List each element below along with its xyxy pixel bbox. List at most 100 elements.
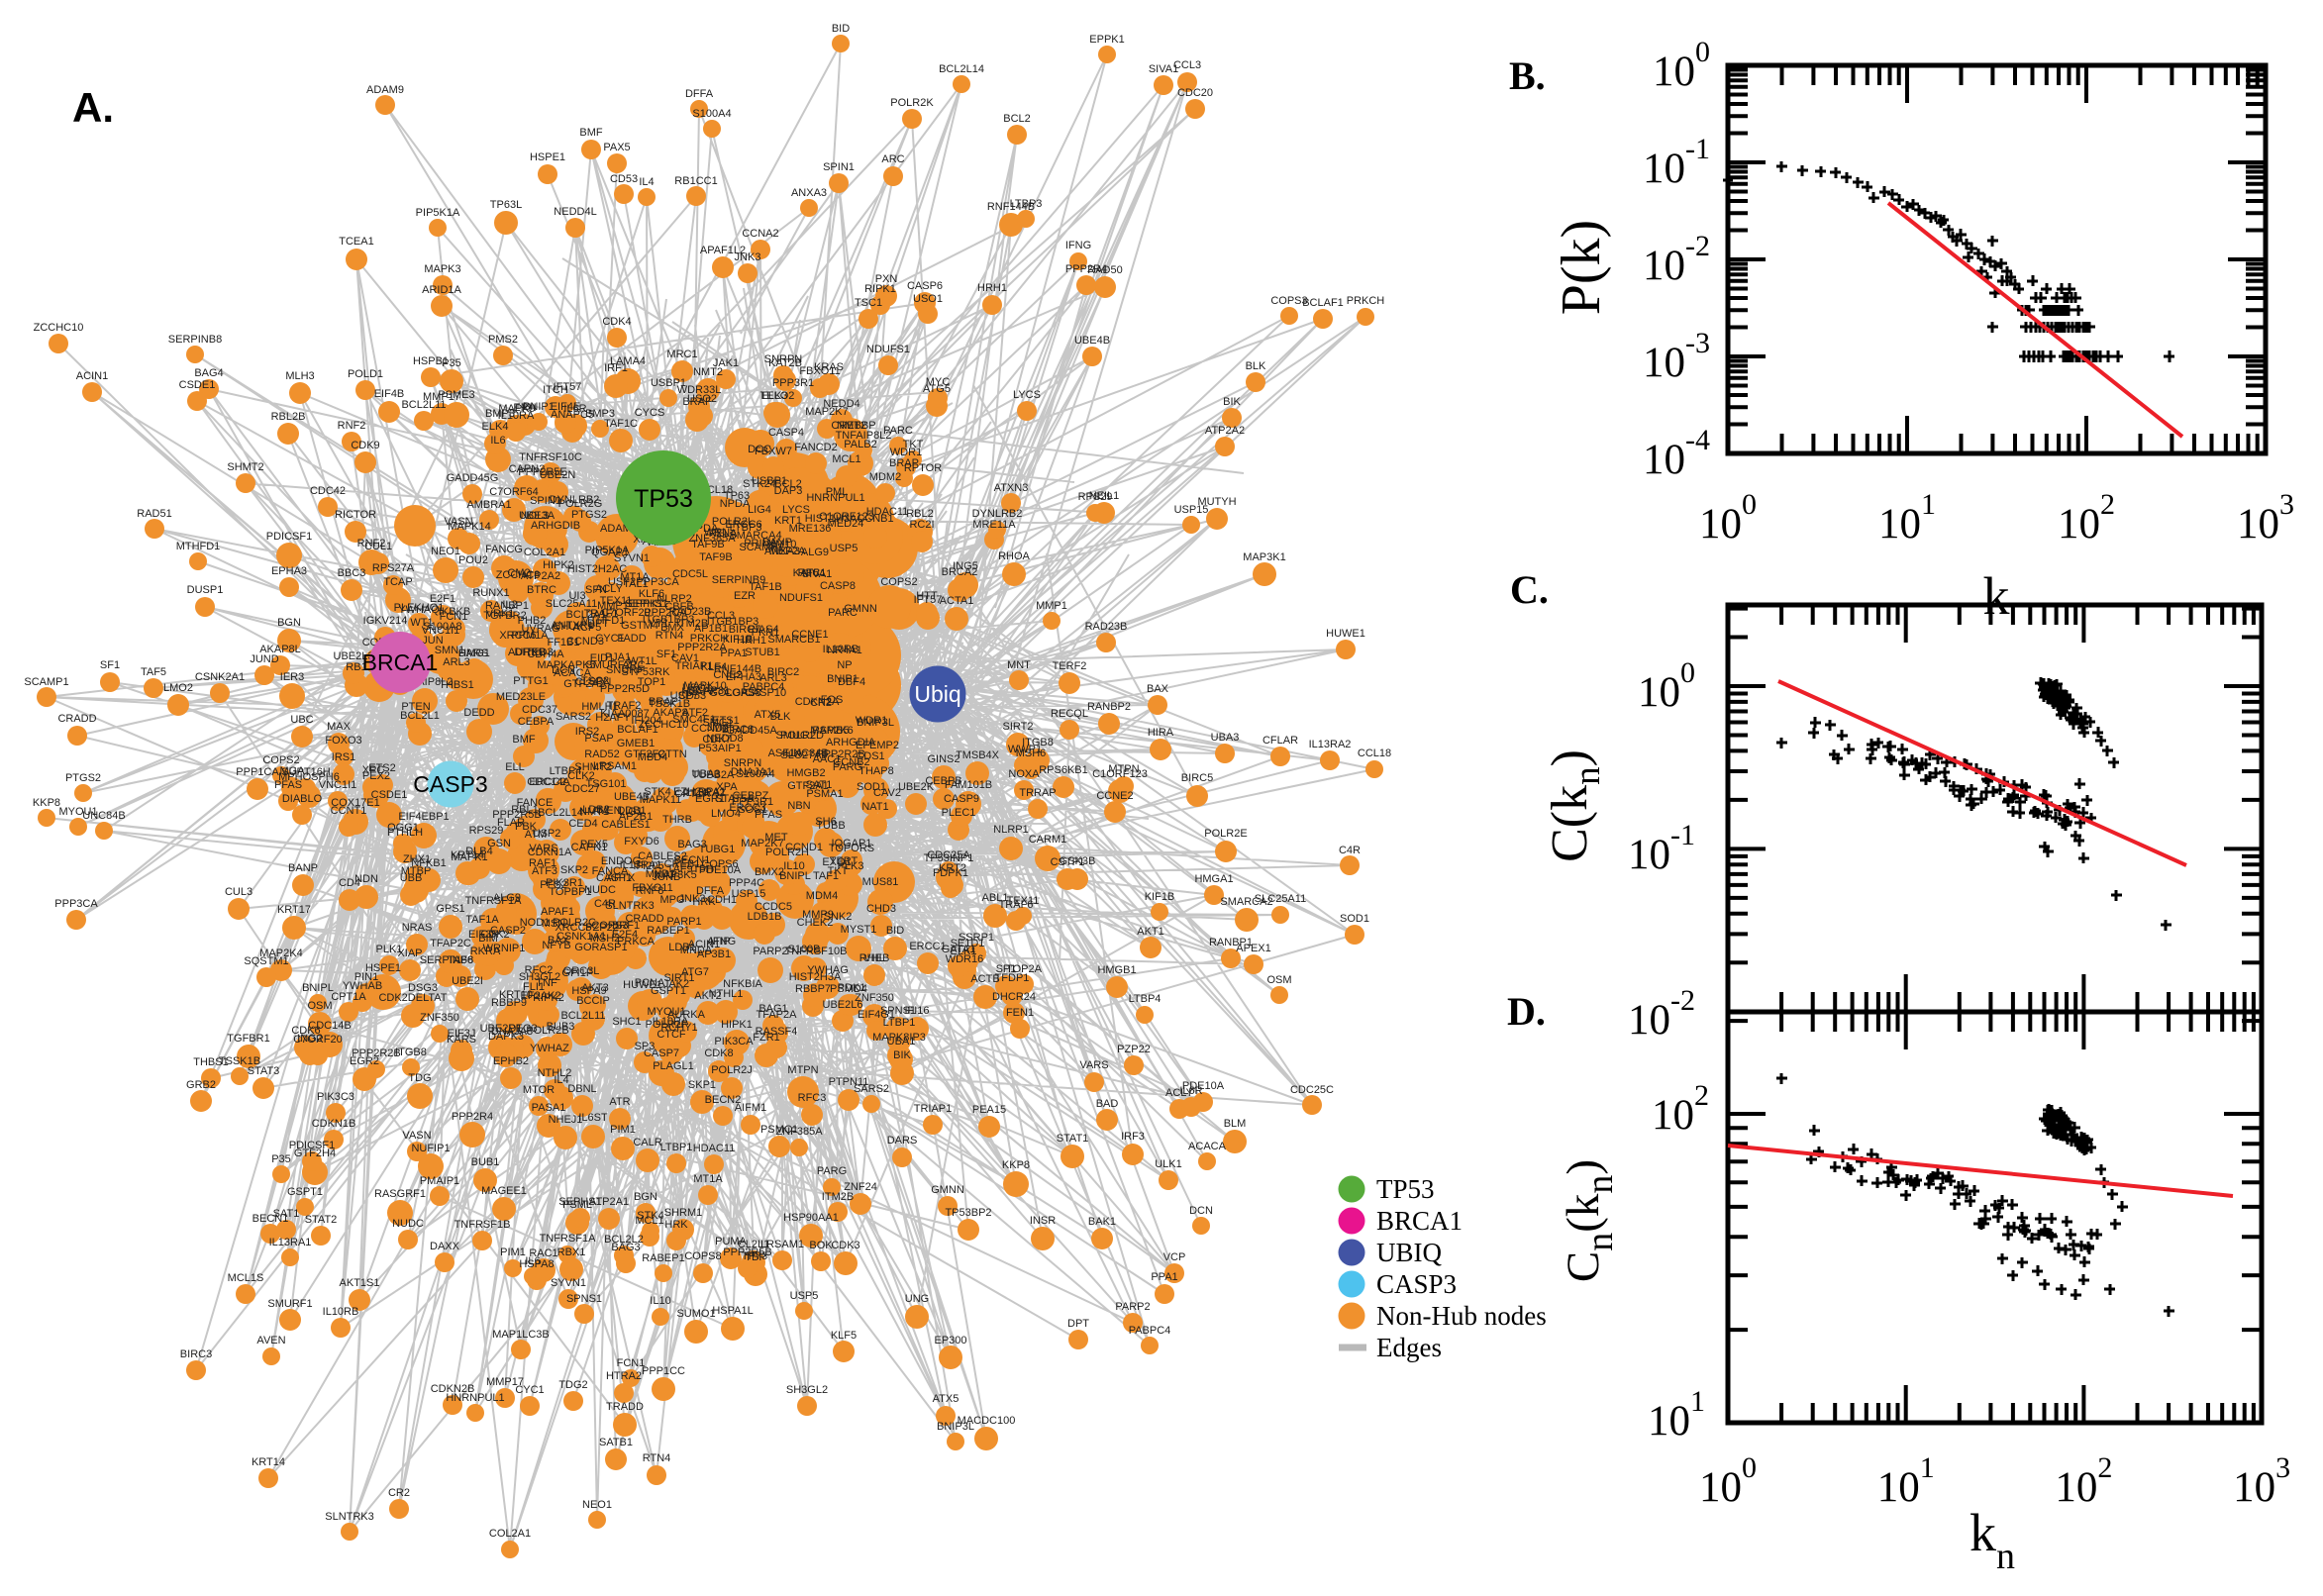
svg-text:RAF1: RAF1 xyxy=(529,857,556,869)
svg-text:PDE10A: PDE10A xyxy=(699,864,742,876)
svg-text:CSDE1: CSDE1 xyxy=(371,789,408,801)
svg-text:BUB3: BUB3 xyxy=(547,1021,575,1033)
svg-text:BAX: BAX xyxy=(1147,683,1169,695)
svg-text:NEDD8: NEDD8 xyxy=(706,733,743,745)
svg-text:SKP1: SKP1 xyxy=(688,1079,716,1091)
svg-text:PPM1A: PPM1A xyxy=(511,630,549,642)
svg-text:CDKN2A: CDKN2A xyxy=(795,696,840,708)
svg-text:NTHL2: NTHL2 xyxy=(538,1067,572,1079)
svg-text:UBE2N: UBE2N xyxy=(540,469,576,481)
svg-text:USP5: USP5 xyxy=(790,1290,819,1302)
svg-text:TERT: TERT xyxy=(830,855,858,867)
svg-text:MSH6: MSH6 xyxy=(1016,748,1047,759)
svg-text:IRF3: IRF3 xyxy=(1121,1131,1145,1143)
svg-text:MGA: MGA xyxy=(279,765,305,777)
svg-text:ERCC6: ERCC6 xyxy=(725,519,761,531)
svg-text:PAX5: PAX5 xyxy=(603,142,630,153)
svg-text:BIRC8: BIRC8 xyxy=(722,724,754,736)
svg-text:BIK: BIK xyxy=(1223,396,1241,408)
svg-text:NOXA: NOXA xyxy=(1008,768,1040,780)
svg-text:BCL2A1: BCL2A1 xyxy=(566,609,607,621)
svg-text:ITM2B: ITM2B xyxy=(676,618,708,630)
svg-text:MUTYH: MUTYH xyxy=(1197,496,1236,508)
svg-text:IL13RA2: IL13RA2 xyxy=(683,787,726,799)
svg-text:PARC: PARC xyxy=(828,607,858,619)
svg-text:MET: MET xyxy=(764,832,788,844)
svg-text:IL10RB: IL10RB xyxy=(823,644,859,655)
svg-text:Non-Hub nodes: Non-Hub nodes xyxy=(1376,1301,1547,1331)
svg-text:CCND1: CCND1 xyxy=(785,842,823,853)
svg-text:STK4: STK4 xyxy=(644,786,671,798)
svg-text:HNRNPUL1: HNRNPUL1 xyxy=(446,1392,504,1404)
svg-text:MAGEE1: MAGEE1 xyxy=(481,1185,527,1197)
svg-text:BCLAF1: BCLAF1 xyxy=(617,724,658,736)
svg-text:ACLY: ACLY xyxy=(1165,1087,1194,1099)
svg-text:TAF9B: TAF9B xyxy=(691,539,724,550)
svg-text:COPS3: COPS3 xyxy=(1270,295,1307,307)
svg-text:LMO2: LMO2 xyxy=(163,682,193,694)
svg-text:EIF4G1: EIF4G1 xyxy=(858,1009,895,1021)
svg-text:ANXA3: ANXA3 xyxy=(764,546,800,557)
svg-text:MAPK3: MAPK3 xyxy=(424,263,460,275)
svg-text:CCND2: CCND2 xyxy=(691,723,729,735)
svg-text:CASP7: CASP7 xyxy=(644,1047,679,1059)
svg-text:BAG1: BAG1 xyxy=(758,1003,787,1015)
svg-text:P35: P35 xyxy=(442,357,461,369)
svg-text:ZNF24: ZNF24 xyxy=(844,1181,877,1193)
svg-text:AP1B1: AP1B1 xyxy=(694,623,728,635)
svg-text:XPA: XPA xyxy=(716,781,738,793)
svg-text:NAT1: NAT1 xyxy=(861,801,888,813)
svg-text:OSM: OSM xyxy=(1266,974,1291,986)
svg-text:FAM101B: FAM101B xyxy=(945,779,992,791)
svg-text:CABLES1: CABLES1 xyxy=(601,819,651,831)
svg-text:RPA1: RPA1 xyxy=(698,786,726,798)
svg-text:ACIN1: ACIN1 xyxy=(688,939,720,950)
svg-text:PPP2R2B: PPP2R2B xyxy=(816,748,865,760)
svg-text:IL10RB: IL10RB xyxy=(323,1306,359,1318)
svg-text:PTEN: PTEN xyxy=(401,701,430,713)
svg-text:EIF4E: EIF4E xyxy=(551,401,581,413)
svg-text:TUBB: TUBB xyxy=(816,820,845,832)
svg-text:A.: A. xyxy=(72,84,114,131)
svg-text:STAT5A: STAT5A xyxy=(715,793,756,805)
svg-text:ETS2: ETS2 xyxy=(368,762,396,774)
svg-text:BGN: BGN xyxy=(277,617,301,629)
svg-text:HTRA2: HTRA2 xyxy=(606,1370,642,1382)
svg-text:MEF2A: MEF2A xyxy=(769,546,806,557)
svg-text:RAD50: RAD50 xyxy=(1087,264,1122,276)
svg-text:STAT1: STAT1 xyxy=(1057,1133,1089,1145)
svg-text:IL10: IL10 xyxy=(650,1295,670,1307)
svg-text:BCL2: BCL2 xyxy=(1003,113,1031,125)
svg-text:POU2: POU2 xyxy=(458,554,488,566)
svg-text:WDR1: WDR1 xyxy=(856,715,887,727)
svg-text:TMSB4X: TMSB4X xyxy=(956,749,1000,761)
svg-text:CM2: CM2 xyxy=(507,567,530,579)
svg-text:QGAP1: QGAP1 xyxy=(591,547,629,558)
svg-text:PRKCH: PRKCH xyxy=(1347,295,1385,307)
svg-text:CSDE1: CSDE1 xyxy=(179,379,216,391)
svg-text:FANCD2: FANCD2 xyxy=(794,442,837,453)
svg-text:MAPK14: MAPK14 xyxy=(448,521,490,533)
svg-text:SLC25A11: SLC25A11 xyxy=(546,598,597,610)
svg-text:PPP3R1: PPP3R1 xyxy=(772,377,814,389)
svg-text:PIK3CA: PIK3CA xyxy=(714,1036,754,1047)
svg-text:RFC1: RFC1 xyxy=(798,567,827,579)
svg-text:HIST1H3A: HIST1H3A xyxy=(805,513,858,525)
svg-text:SAT1: SAT1 xyxy=(806,779,833,791)
svg-text:XIAP: XIAP xyxy=(397,948,422,959)
svg-text:KARS: KARS xyxy=(447,1034,476,1046)
svg-text:IFT57: IFT57 xyxy=(554,381,582,393)
svg-text:SERPINB9: SERPINB9 xyxy=(712,574,765,586)
svg-text:PFAS: PFAS xyxy=(274,779,302,791)
svg-text:MMP9: MMP9 xyxy=(802,909,834,921)
svg-text:THBS1: THBS1 xyxy=(439,679,473,691)
svg-text:MBD4: MBD4 xyxy=(638,751,668,763)
svg-text:TP73: TP73 xyxy=(742,1250,767,1262)
svg-text:THAP8: THAP8 xyxy=(858,765,893,777)
svg-text:ZNF385A: ZNF385A xyxy=(688,533,736,545)
svg-text:BUB1: BUB1 xyxy=(471,1156,500,1168)
svg-text:AKAP8L: AKAP8L xyxy=(259,644,301,655)
svg-text:MMP1: MMP1 xyxy=(1036,600,1067,612)
svg-text:UI3: UI3 xyxy=(568,590,585,602)
svg-text:YY1: YY1 xyxy=(649,618,669,630)
